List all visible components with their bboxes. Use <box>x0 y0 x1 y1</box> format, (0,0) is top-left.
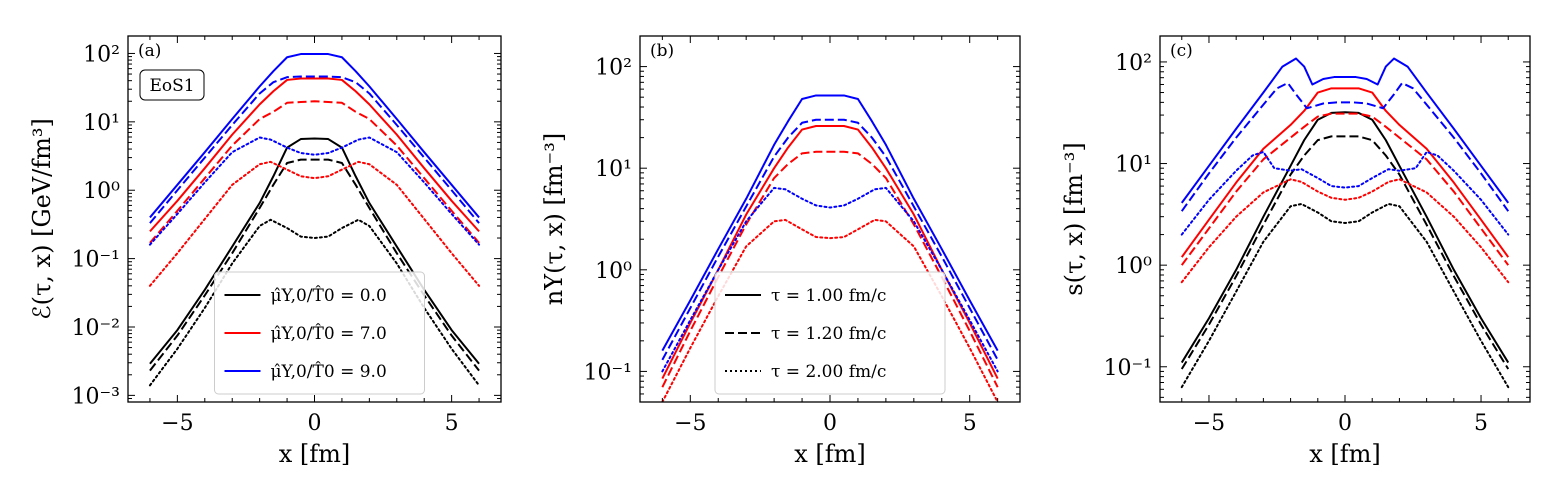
panel-label: (a) <box>138 41 161 61</box>
x-tick-label: 5 <box>1474 411 1488 436</box>
x-tick-label: 5 <box>963 411 977 436</box>
series-line-2 <box>661 150 999 388</box>
x-tick-label: 0 <box>823 411 837 436</box>
x-tick-label: −5 <box>161 411 193 436</box>
y-tick-label: 10² <box>83 42 120 67</box>
y-axis-label: nY(τ, x) [fm⁻³] <box>540 133 568 305</box>
y-tick-label: 10⁻³ <box>72 384 120 409</box>
series-line-3 <box>1180 202 1510 389</box>
legend-label: μ̂Y,0/T̂0 = 0.0 <box>271 286 387 306</box>
y-tick-label: 10⁻² <box>72 316 120 341</box>
series-line-7 <box>149 53 480 219</box>
panel-label: (c) <box>1170 41 1193 61</box>
y-axis-label: s(τ, x) [fm⁻³] <box>1060 142 1088 295</box>
legend-frame <box>214 271 425 395</box>
x-tick-label: −5 <box>674 411 706 436</box>
series-line-8 <box>1180 82 1510 212</box>
series-line-1 <box>661 125 999 380</box>
legend-label: τ = 1.20 fm/c <box>771 324 886 344</box>
series-line-5 <box>1180 112 1510 266</box>
y-tick-label: 10¹ <box>1115 153 1152 178</box>
eos-annotation: EoS1 <box>149 76 194 96</box>
series-line-5 <box>149 100 480 244</box>
series-line-2 <box>149 158 480 372</box>
x-axis-label: x [fm] <box>1309 440 1381 468</box>
x-tick-label: 5 <box>445 411 459 436</box>
panel-b-legend: τ = 1.00 fm/c τ = 1.20 fm/c τ = 2.00 fm/c <box>714 271 946 395</box>
panel-c: −5 0 5 10⁻¹ 10⁰ 10¹ 10² x [fm] s(τ, x) [fm⁻³] (c) <box>1060 35 1531 468</box>
y-tick-label: 10² <box>595 56 632 81</box>
legend-label: μ̂Y,0/T̂0 = 9.0 <box>271 362 387 382</box>
y-tick-label: 10⁰ <box>83 179 120 204</box>
series-line-1 <box>149 137 480 365</box>
legend-label: τ = 2.00 fm/c <box>771 362 886 382</box>
y-tick-label: 10⁻¹ <box>72 248 120 273</box>
y-tick-label: 10⁻¹ <box>1104 356 1152 381</box>
panel-a: −5 0 5 10⁻³ 10⁻² 10⁻¹ 10⁰ 10¹ 10² x [fm] ℰ(τ, x) [… <box>28 35 502 468</box>
legend-label: τ = 1.00 fm/c <box>771 286 886 306</box>
y-tick-label: 10¹ <box>595 157 632 182</box>
panel-c-series <box>1180 57 1510 389</box>
legend-frame <box>714 271 946 395</box>
series-line-3 <box>661 218 999 402</box>
y-tick-label: 10⁰ <box>1115 254 1152 279</box>
series-line-7 <box>1180 57 1510 204</box>
x-tick-label: 0 <box>1338 411 1352 436</box>
series-line-6 <box>148 160 481 287</box>
panel-b-series <box>661 94 999 402</box>
y-tick-label: 10⁻¹ <box>584 360 632 385</box>
y-tick-label: 10¹ <box>83 111 120 136</box>
eos-annotation-box <box>139 69 205 101</box>
y-tick-label: 10⁰ <box>595 259 632 284</box>
legend-label: μ̂Y,0/T̂0 = 7.0 <box>271 324 387 344</box>
x-tick-label: −5 <box>1193 411 1225 436</box>
series-line-6 <box>1180 178 1510 284</box>
series-line-4 <box>1180 87 1510 258</box>
y-tick-label: 10² <box>1115 51 1152 76</box>
panel-label: (b) <box>650 41 674 61</box>
series-line-8 <box>149 75 480 224</box>
series-line-4 <box>661 94 999 352</box>
panel-a-legend: μ̂Y,0/T̂0 = 0.0 μ̂Y,0/T̂0 = 7.0 μ̂Y,0/T̂0 … <box>214 271 425 395</box>
panel-b: −5 0 5 10⁻¹ 10⁰ 10¹ 10² x [fm] nY(τ, x) [fm⁻³] (b… <box>540 35 1021 468</box>
series-line-9 <box>148 136 481 246</box>
series-line-6 <box>661 186 999 373</box>
y-axis-label: ℰ(τ, x) [GeV/fm³] <box>28 118 56 320</box>
x-axis-label: x [fm] <box>794 440 866 468</box>
x-axis-label: x [fm] <box>279 440 351 468</box>
series-line-1 <box>1180 111 1510 364</box>
series-line-9 <box>1180 150 1510 236</box>
x-tick-label: 0 <box>308 411 322 436</box>
series-line-4 <box>149 77 480 233</box>
series-line-5 <box>661 118 999 361</box>
series-line-2 <box>1180 135 1510 370</box>
